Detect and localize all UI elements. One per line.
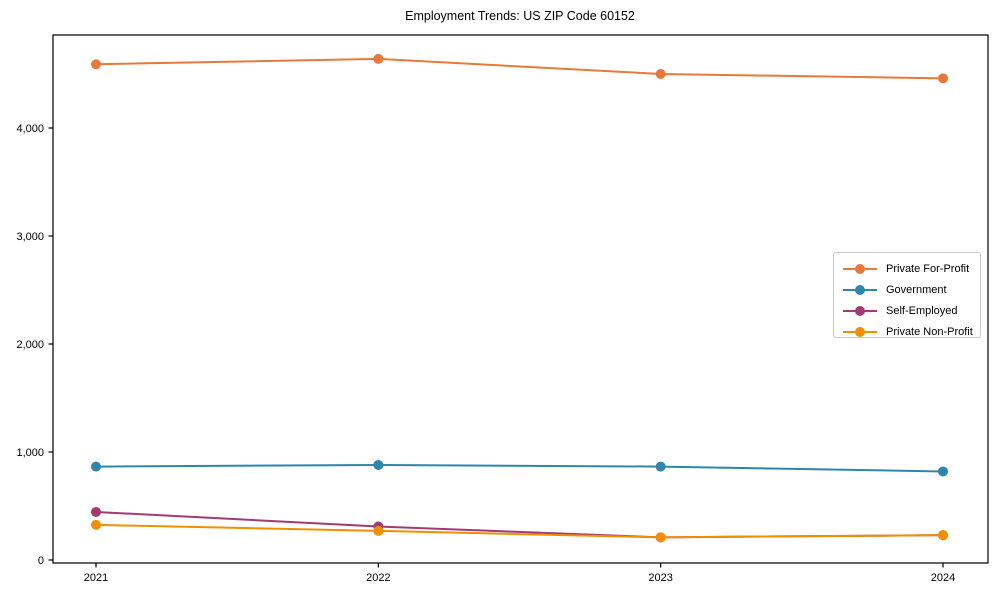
x-tick-label: 2022 (366, 572, 390, 584)
y-tick-label: 1,000 (16, 447, 44, 459)
legend-marker (855, 305, 865, 316)
legend-marker (855, 326, 865, 337)
series-line-private-non-profit (95, 523, 944, 539)
data-point-government-2024 (938, 466, 948, 477)
data-point-private-for-profit-2023 (655, 69, 666, 79)
legend-marker (855, 284, 865, 295)
data-point-government-2021 (91, 461, 101, 472)
series-line-private-for-profit (95, 57, 944, 80)
data-point-government-2023 (655, 461, 666, 472)
line-marker-icon (843, 305, 877, 316)
data-point-private-for-profit-2022 (373, 53, 384, 64)
legend: Private For-Profit Government Self-Emplo… (833, 252, 981, 338)
legend-entry-self-employed: Self-Employed (842, 300, 980, 321)
x-tick-label: 2021 (84, 572, 108, 584)
data-point-government-2022 (373, 459, 384, 470)
y-tick-label: 3,000 (16, 231, 44, 243)
data-point-self-employed-2021 (91, 506, 101, 517)
data-point-private-for-profit-2021 (91, 59, 101, 70)
data-point-private-for-profit-2024 (938, 73, 948, 84)
legend-label: Government (886, 283, 947, 296)
x-tick-label: 2023 (648, 572, 672, 584)
line-marker-icon (843, 263, 877, 274)
data-point-private-non-profit-2023 (655, 532, 666, 543)
y-tick-label: 2,000 (16, 339, 44, 351)
data-point-private-non-profit-2024 (938, 530, 948, 541)
legend-label: Private Non-Profit (886, 325, 973, 338)
chart-title: Employment Trends: US ZIP Code 60152 (405, 9, 635, 23)
data-point-private-non-profit-2021 (91, 519, 101, 530)
series-line-government (95, 463, 944, 473)
legend-entry-private-for-profit: Private For-Profit (842, 258, 980, 279)
legend-label: Self-Employed (886, 304, 958, 317)
legend-label: Private For-Profit (886, 262, 970, 275)
data-point-private-non-profit-2022 (373, 525, 384, 536)
legend-entry-government: Government (842, 279, 980, 300)
y-tick-label: 0 (38, 555, 44, 567)
x-tick-label: 2024 (931, 572, 955, 584)
legend-entry-private-non-profit: Private Non-Profit (842, 321, 980, 342)
line-marker-icon (843, 326, 877, 337)
legend-marker (855, 263, 865, 274)
line-marker-icon (843, 284, 877, 295)
y-tick-label: 4,000 (16, 123, 44, 135)
axes-frame (52, 34, 989, 564)
